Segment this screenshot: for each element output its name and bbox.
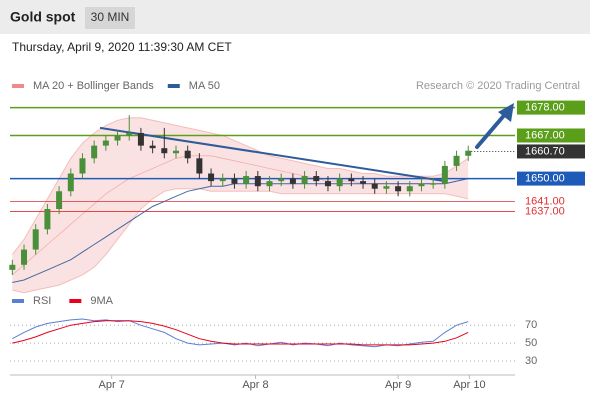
x-tick-label: Apr 7 [99, 379, 125, 391]
candle-body [44, 209, 51, 230]
interval-badge [85, 7, 135, 29]
level-label: 1667.00 [525, 129, 565, 141]
candle-body [149, 145, 156, 149]
level-label-box [517, 171, 585, 186]
candle-body [21, 249, 28, 265]
panel [0, 34, 590, 400]
rsi-chart: 30 50 70 Apr 7 Apr 8 Apr 9 Apr 10 RSI 9MA [10, 295, 537, 391]
candle-body [313, 176, 320, 182]
level-label-box [517, 144, 585, 159]
x-tick-label: Apr 10 [453, 379, 485, 391]
legend-label: 9MA [90, 295, 113, 307]
candle-body [208, 173, 215, 182]
candle-body [137, 132, 144, 146]
candle-body [32, 229, 39, 250]
candle-body [126, 132, 133, 136]
candle-body [406, 186, 413, 192]
candle-body [9, 264, 16, 270]
arrow-shaft [475, 110, 509, 149]
level-label: 1678.00 [525, 102, 565, 114]
candle-body [102, 140, 109, 146]
candle-body [172, 150, 179, 154]
x-tick-label: Apr 8 [242, 379, 268, 391]
ma-line [12, 178, 469, 283]
timestamp: Thursday, April 9, 2020 11:39:30 AM CET [12, 40, 232, 54]
candle-body [67, 173, 74, 192]
y-tick-label: 70 [525, 319, 537, 331]
level-label-box [517, 128, 585, 143]
candle-body [231, 178, 238, 184]
candle-body [266, 181, 273, 187]
legend-swatch [69, 299, 82, 303]
candle-body [336, 178, 343, 187]
legend-swatch [12, 299, 24, 303]
candle-body [418, 183, 425, 187]
candle-body [453, 155, 460, 166]
trendline [99, 126, 446, 183]
candle-body [301, 176, 308, 184]
y-tick-label: 30 [525, 355, 537, 367]
legend-label: MA 20 + Bollinger Bands [33, 80, 154, 92]
candle-body [91, 145, 98, 159]
candle-body [395, 186, 402, 192]
price-chart: 1678.00 1667.00 1660.70 1650.00 1641.001637.… [9, 80, 585, 294]
bollinger-area [12, 117, 469, 293]
candle-body [219, 178, 226, 182]
legend-label: MA 50 [189, 80, 220, 92]
level-label: 1641.00 [525, 195, 565, 207]
candle-body [441, 165, 448, 184]
arrow-head [498, 103, 514, 122]
rsi-line [12, 320, 469, 346]
candle-body [184, 150, 191, 159]
level-label-box [517, 100, 585, 115]
candle-body [254, 176, 261, 187]
x-tick-label: Apr 9 [385, 379, 411, 391]
legend-label: RSI [33, 295, 51, 307]
candle-body [114, 135, 121, 141]
y-tick-label: 50 [525, 337, 537, 349]
bollinger-band [12, 188, 469, 294]
candle-body [371, 183, 378, 189]
title: Gold spot [10, 9, 76, 25]
candle-body [278, 178, 285, 182]
candle-body [348, 178, 355, 182]
candle-body [383, 186, 390, 189]
legend-swatch [12, 84, 24, 88]
legend-swatch [167, 84, 180, 88]
source: Research © 2020 Trading Central [416, 80, 580, 92]
candle-body [243, 176, 250, 184]
level-label: 1650.00 [525, 172, 565, 184]
candle-body [56, 191, 63, 210]
level-label: 1660.70 [525, 145, 565, 157]
candle-body [360, 181, 367, 184]
candle-body [161, 148, 168, 154]
candle-body [430, 183, 437, 185]
candle-body [324, 181, 331, 187]
level-label: 1637.00 [525, 205, 565, 217]
candle-body [289, 178, 296, 184]
interval: 30 MIN [91, 10, 130, 24]
candle-body [196, 158, 203, 174]
bollinger-band [11, 117, 469, 255]
candle-body [465, 150, 472, 156]
candle-body [79, 158, 86, 174]
